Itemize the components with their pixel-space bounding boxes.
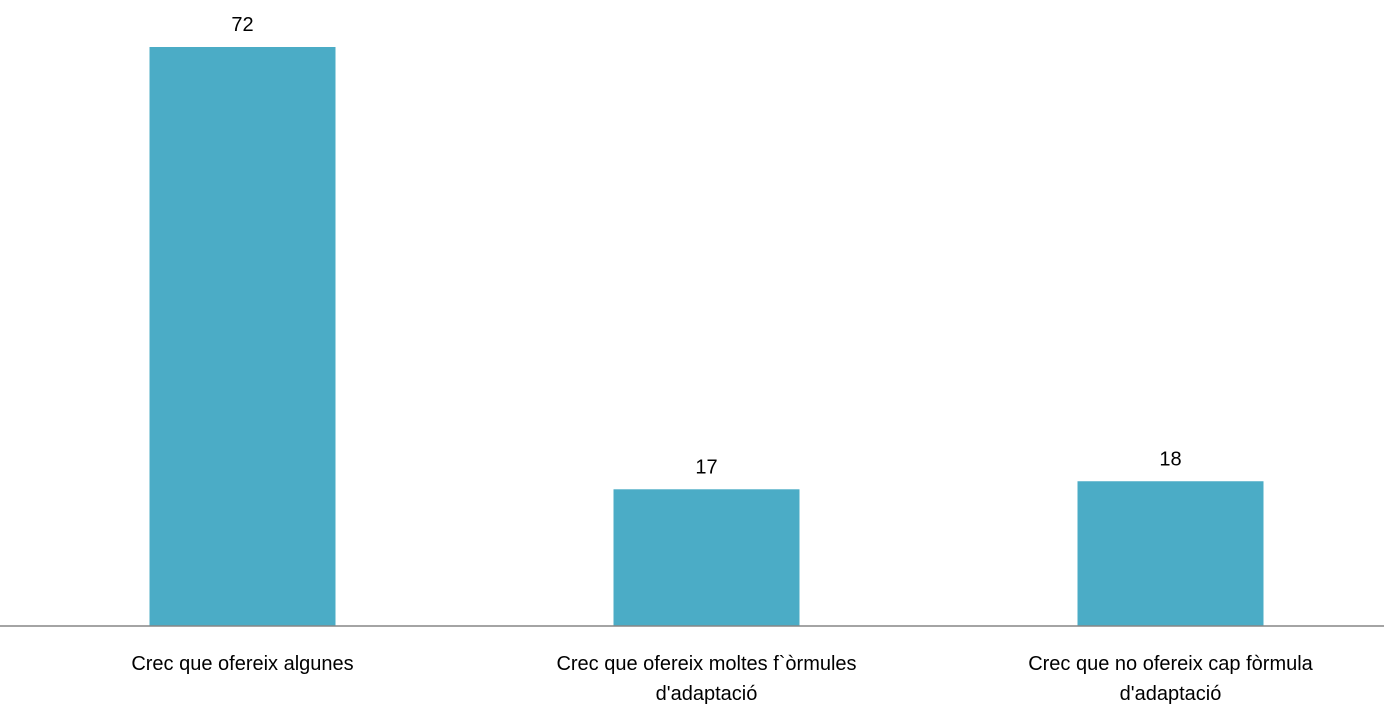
bar-value-label-1: 72 <box>231 14 253 36</box>
category-label-1: Crec que ofereix algunes <box>131 653 353 675</box>
category-label-3-line-2: d'adaptació <box>1120 683 1222 705</box>
bar-value-label-3: 18 <box>1159 448 1181 470</box>
category-labels-layer: Crec que ofereix algunes Crec que ofereix… <box>131 653 1313 705</box>
category-label-2-line-1: Crec que ofereix moltes f`òrmules <box>556 653 856 675</box>
category-label-2: Crec que ofereix moltes f`òrmules d'adapt… <box>556 653 856 705</box>
bar-3 <box>1077 481 1264 626</box>
value-labels-layer: 72 17 18 <box>231 14 1181 478</box>
category-label-2-line-2: d'adaptació <box>656 683 758 705</box>
bars-layer <box>149 47 1264 626</box>
bar-1 <box>149 47 336 626</box>
bar-2 <box>613 489 800 626</box>
category-label-3-line-1: Crec que no ofereix cap fòrmula <box>1028 653 1313 675</box>
bar-value-label-2: 17 <box>695 456 717 478</box>
category-label-1-line-1: Crec que ofereix algunes <box>131 653 353 675</box>
category-label-3: Crec que no ofereix cap fòrmula d'adaptac… <box>1028 653 1313 705</box>
